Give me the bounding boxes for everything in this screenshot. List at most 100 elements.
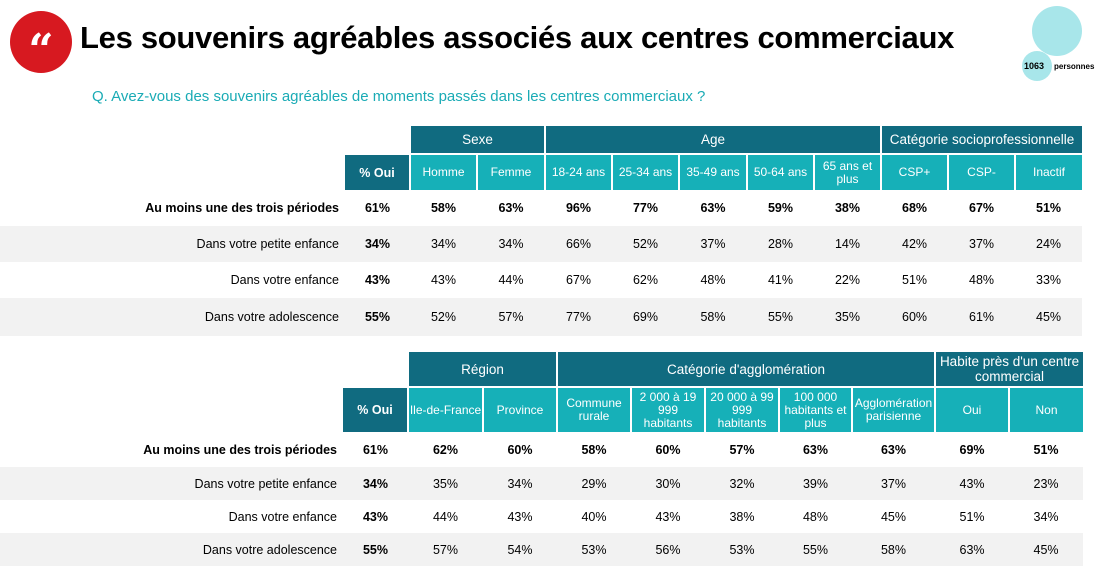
value-cell: 53% (705, 533, 779, 566)
value-cell: 35% (814, 298, 882, 336)
value-cell: 51% (959, 509, 985, 524)
people-icon (1032, 6, 1082, 56)
column-header: Homme (409, 153, 477, 190)
results-table-demographics: Sexe Age Catégorie socioprofessionnelle % O… (0, 126, 1083, 336)
value-cell: 42% (881, 226, 949, 262)
group-header: Catégorie d'agglomération (555, 352, 936, 387)
row-label: Dans votre adolescence (0, 533, 343, 566)
value-cell: 43% (655, 509, 681, 524)
value-cell: 52% (410, 298, 477, 336)
value-cell: 51% (902, 273, 928, 287)
pct-oui-header: % Oui (345, 153, 410, 190)
table-row: Au moins une des trois périodes 61% 58% 63%… (0, 190, 1082, 226)
group-header: Habite près d'un centre commercial (934, 352, 1084, 387)
value-cell: 41% (767, 273, 794, 287)
row-label: Dans votre adolescence (0, 298, 345, 336)
row-label: Dans votre petite enfance (0, 226, 345, 262)
value-cell: 22% (834, 273, 861, 287)
column-header: CSP+ (880, 153, 949, 190)
value-cell: 14% (814, 226, 882, 262)
group-header: Sexe (409, 126, 545, 154)
column-header: 100 000 habitants et plus (778, 386, 852, 432)
value-cell: 58% (581, 442, 607, 457)
value-cell: 58% (430, 201, 457, 215)
table-row: Au moins une des trois périodes 61% 62% 60%… (0, 432, 1083, 467)
value-cell: 69% (959, 442, 985, 457)
value-cell: 66% (545, 226, 612, 262)
value-cell: 62% (432, 442, 459, 457)
value-cell: 53% (557, 533, 631, 566)
value-cell: 44% (498, 273, 524, 287)
value-cell: 51% (1036, 201, 1062, 215)
column-header: Commune rurale (556, 386, 631, 432)
row-label: Au moins une des trois périodes (143, 442, 337, 457)
value-cell: 34% (477, 226, 545, 262)
value-cell: 55% (747, 298, 814, 336)
value-cell: 48% (700, 273, 726, 287)
column-header: 65 ans et plus (812, 153, 882, 190)
value-cell: 60% (655, 442, 681, 457)
value-cell: 52% (612, 226, 679, 262)
column-header: Femme (476, 153, 545, 190)
value-cell: 96% (565, 201, 592, 215)
value-cell: 51% (1033, 442, 1059, 457)
value-cell: 68% (902, 201, 928, 215)
value-cell: 67% (565, 273, 592, 287)
table-row: Dans votre enfance 43% 43% 44% 67% 62% 48% 41% 2… (0, 262, 1082, 298)
sample-unit: personnes (1054, 62, 1095, 71)
empty-cell (0, 154, 345, 190)
value-cell: 57% (477, 298, 545, 336)
value-cell: 43% (935, 467, 1010, 500)
value-cell: 63% (935, 533, 1010, 566)
value-cell: 48% (969, 273, 995, 287)
table-row: Dans votre enfance 43% 44% 43% 40% 43% 38% 48% 4… (0, 500, 1083, 533)
value-cell: 62% (632, 273, 659, 287)
value-cell: 35% (408, 467, 483, 500)
sample-size-badge: 1063 personnes (1022, 6, 1102, 81)
value-cell: 57% (408, 533, 483, 566)
total-cell: 55% (345, 298, 410, 336)
value-cell: 38% (729, 509, 755, 524)
total-cell: 34% (343, 467, 408, 500)
value-cell: 45% (1015, 298, 1083, 336)
value-cell: 23% (1009, 467, 1084, 500)
total-cell: 61% (362, 442, 389, 457)
group-header: Région (407, 352, 557, 387)
value-cell: 63% (700, 201, 726, 215)
value-cell: 32% (705, 467, 779, 500)
group-header: Age (543, 126, 882, 154)
value-cell: 34% (410, 226, 477, 262)
value-cell: 24% (1015, 226, 1083, 262)
column-header: 18-24 ans (544, 153, 612, 190)
row-label: Dans votre enfance (230, 273, 339, 287)
value-cell: 59% (767, 201, 794, 215)
total-cell: 61% (364, 201, 391, 215)
column-header: 2 000 à 19 999 habitants (630, 386, 705, 432)
column-header: Agglomération parisienne (850, 386, 936, 432)
page-title: Les souvenirs agréables associés aux cen… (80, 20, 955, 55)
table-row: Dans votre adolescence 55% 52% 57% 77% 69% 58%… (0, 298, 1083, 336)
badge-circle (1022, 51, 1052, 81)
group-header: Catégorie socioprofessionnelle (880, 126, 1083, 154)
value-cell: 77% (632, 201, 659, 215)
column-header: Province (482, 386, 557, 432)
value-cell: 55% (779, 533, 852, 566)
value-cell: 30% (631, 467, 705, 500)
empty-cell (343, 352, 408, 387)
row-label: Dans votre enfance (228, 509, 337, 524)
value-cell: 37% (852, 467, 936, 500)
value-cell: 60% (507, 442, 533, 457)
value-cell: 63% (880, 442, 907, 457)
value-cell: 67% (969, 201, 995, 215)
value-cell: 34% (1033, 509, 1059, 524)
value-cell: 48% (802, 509, 829, 524)
column-header: Non (1008, 386, 1084, 432)
question-text: Q. Avez-vous des souvenirs agréables de … (92, 88, 706, 105)
row-label: Au moins une des trois périodes (145, 201, 339, 215)
total-cell: 43% (362, 509, 389, 524)
value-cell: 69% (612, 298, 679, 336)
value-cell: 60% (881, 298, 949, 336)
value-cell: 58% (852, 533, 936, 566)
column-header: 35-49 ans (678, 153, 747, 190)
value-cell: 39% (779, 467, 852, 500)
